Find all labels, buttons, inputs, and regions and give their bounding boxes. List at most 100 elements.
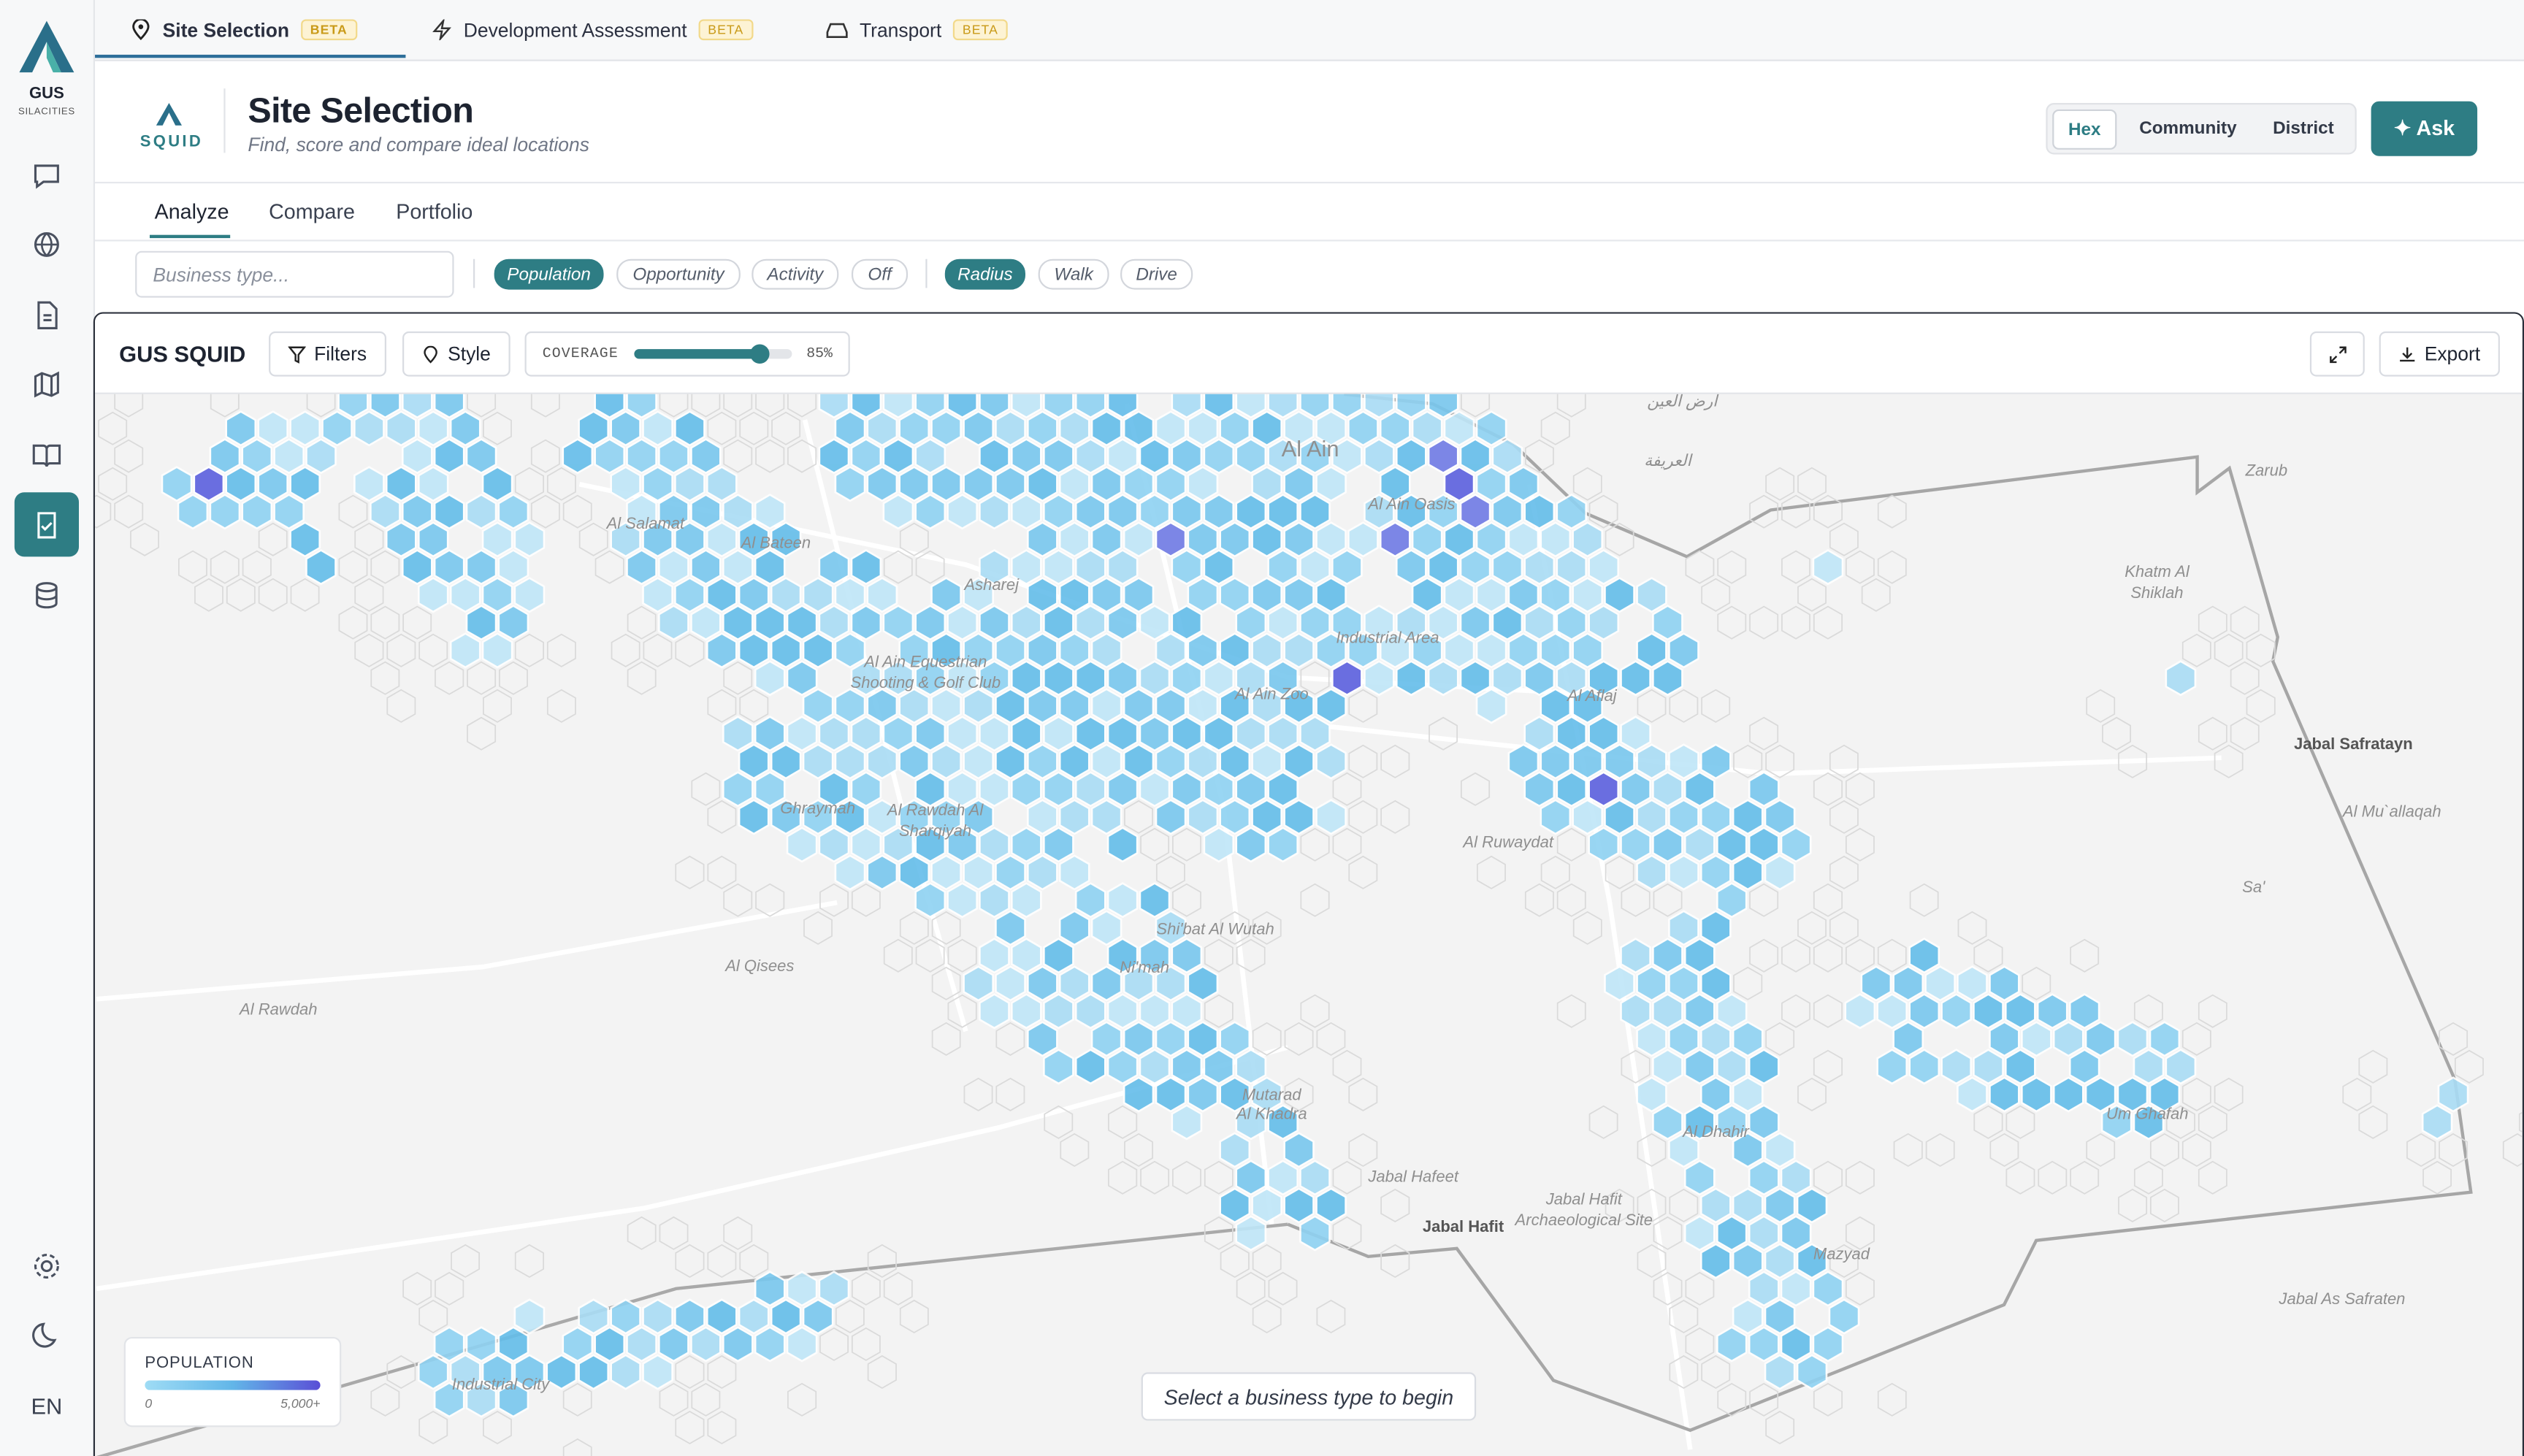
- hex: [1331, 660, 1363, 697]
- hex: [1716, 1049, 1748, 1085]
- hex-outline: [1749, 1382, 1779, 1417]
- hex: [1058, 410, 1090, 447]
- hex: [1106, 1049, 1139, 1085]
- subnav-item[interactable]: Portfolio: [396, 199, 473, 224]
- hex: [161, 466, 193, 502]
- doc-icon[interactable]: [31, 299, 63, 332]
- mode-chip[interactable]: Drive: [1120, 258, 1193, 290]
- hex-outline: [1749, 938, 1779, 973]
- hex-outline: [114, 494, 144, 529]
- hex: [1026, 1021, 1058, 1057]
- hex: [1780, 1215, 1812, 1252]
- hex: [1860, 965, 1892, 1002]
- toggle-option[interactable]: District: [2273, 119, 2334, 139]
- hex: [1058, 799, 1090, 835]
- hex-outline: [1717, 605, 1747, 640]
- hex: [1540, 632, 1572, 669]
- hex-outline: [1621, 1049, 1651, 1084]
- hex-outline: [1572, 911, 1602, 945]
- tab[interactable]: Site Selection BETA: [131, 0, 358, 60]
- hex: [914, 605, 946, 641]
- hex: [1106, 493, 1139, 530]
- hex: [1732, 799, 1764, 835]
- hex-outline: [2086, 1133, 2116, 1167]
- layer-chip[interactable]: Off: [851, 258, 909, 290]
- hex: [658, 493, 689, 530]
- theme-icon[interactable]: [31, 1319, 63, 1352]
- hex: [1523, 493, 1556, 530]
- hex-outline: [1813, 938, 1843, 973]
- slider-thumb[interactable]: [750, 344, 770, 364]
- hex: [946, 771, 978, 808]
- toggle-option[interactable]: Hex: [2052, 109, 2117, 150]
- language[interactable]: EN: [31, 1393, 63, 1419]
- hex: [578, 410, 610, 447]
- expand-button[interactable]: [2309, 331, 2365, 377]
- search-input[interactable]: Business type...: [135, 250, 454, 298]
- hex: [1683, 1160, 1716, 1196]
- filters-button[interactable]: Filters: [269, 331, 386, 377]
- hex: [946, 605, 978, 641]
- toggle-option[interactable]: Community: [2139, 119, 2237, 139]
- hex: [963, 632, 995, 669]
- hex-outline: [1204, 1216, 1234, 1250]
- hex: [1364, 660, 1395, 697]
- hex: [930, 799, 962, 835]
- report-icon[interactable]: [31, 508, 63, 540]
- database-icon[interactable]: [31, 579, 63, 611]
- map-label: Al Rawdah Al: [886, 800, 984, 819]
- mode-chip[interactable]: Radius: [944, 258, 1025, 290]
- hex-outline: [194, 578, 223, 612]
- hex: [449, 1354, 481, 1390]
- hex: [1171, 549, 1203, 586]
- hex-outline: [1637, 1188, 1667, 1222]
- hex: [1267, 827, 1299, 863]
- style-button[interactable]: Style: [402, 331, 510, 377]
- hex: [1844, 993, 1876, 1030]
- hex: [995, 466, 1026, 502]
- hex-outline: [562, 1438, 592, 1456]
- hex: [1347, 410, 1379, 447]
- hex-outline: [177, 550, 207, 584]
- layer-chip[interactable]: Population: [494, 258, 604, 290]
- tab[interactable]: Transport BETA: [826, 0, 1009, 60]
- chat-icon[interactable]: [31, 159, 63, 191]
- ask-button[interactable]: ✦ Ask: [2371, 101, 2478, 156]
- subnav-item[interactable]: Analyze: [154, 199, 229, 224]
- hex-outline: [2198, 1160, 2227, 1195]
- hex-outline: [723, 439, 753, 473]
- tab[interactable]: Development Assessment BETA: [432, 0, 754, 60]
- mode-chip[interactable]: Walk: [1038, 258, 1109, 290]
- hex: [481, 632, 513, 669]
- hex: [1780, 1326, 1812, 1363]
- layer-chip[interactable]: Activity: [752, 258, 839, 290]
- layer-chip[interactable]: Opportunity: [616, 258, 741, 290]
- hex: [2149, 1021, 2181, 1057]
- export-button[interactable]: Export: [2379, 331, 2500, 377]
- hex: [818, 437, 850, 475]
- hex: [289, 410, 321, 447]
- book-icon[interactable]: [31, 440, 63, 472]
- map-icon[interactable]: [31, 369, 63, 401]
- hex: [2116, 1021, 2149, 1057]
- hex: [914, 660, 946, 697]
- hex: [1540, 688, 1572, 724]
- hex: [1010, 493, 1042, 530]
- hex: [497, 549, 529, 586]
- hex: [1123, 743, 1155, 780]
- active-nav[interactable]: [14, 492, 79, 557]
- hex: [690, 1326, 722, 1363]
- hex: [1139, 716, 1171, 752]
- map[interactable]: أرض العين العريفة Al Ain Al Salamat Al Batee…: [95, 394, 2523, 1456]
- settings-icon[interactable]: [31, 1250, 63, 1282]
- tab-label: Development Assessment: [463, 18, 687, 42]
- hex-outline: [787, 394, 817, 418]
- hex: [802, 632, 834, 669]
- globe-icon[interactable]: [31, 229, 63, 261]
- subnav-item[interactable]: Compare: [269, 199, 355, 224]
- hex: [1299, 394, 1331, 419]
- hex: [1283, 688, 1315, 724]
- hex: [1588, 716, 1620, 752]
- hex: [770, 632, 802, 669]
- hex: [1443, 521, 1475, 558]
